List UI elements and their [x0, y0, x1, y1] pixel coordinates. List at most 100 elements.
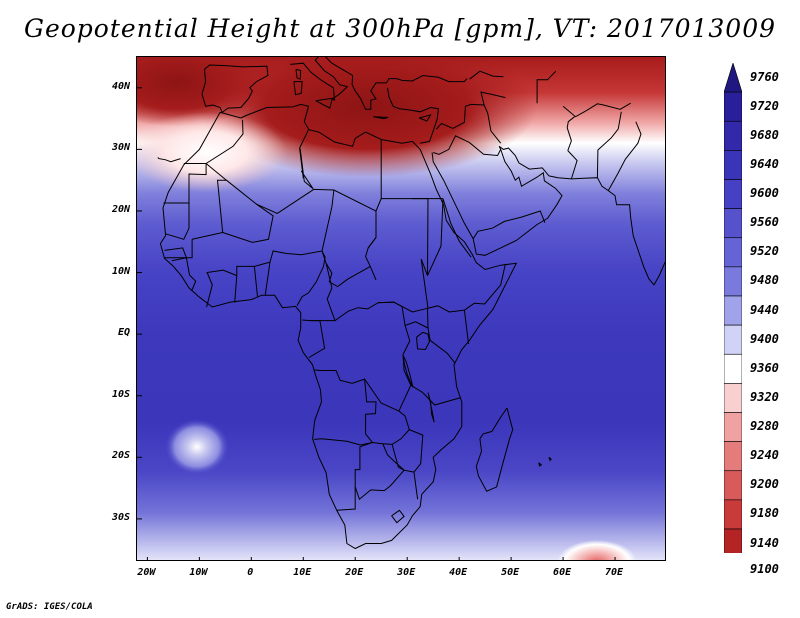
coast-madagascar: [475, 407, 514, 492]
coastlines: [157, 57, 665, 550]
coast-sardinia: [293, 81, 303, 96]
lon-label: 70E: [605, 567, 624, 578]
colorbar-level-label: 9480: [750, 273, 779, 288]
colorbar-level-label: 9200: [750, 477, 779, 492]
colorbar-swatch: [724, 208, 742, 239]
country-border: [321, 189, 371, 288]
lon-label: 40E: [449, 567, 468, 578]
colorbar-level-label: 9140: [750, 535, 779, 550]
ridge-trough-atlantic: [137, 112, 287, 192]
coast-reunion: [538, 462, 543, 467]
colorbar-swatch: [724, 353, 742, 384]
country-border: [302, 263, 336, 322]
colorbar-swatch: [724, 91, 742, 122]
lat-label: 10S: [111, 388, 130, 400]
low-center-south-indian: [557, 540, 637, 560]
country-border: [566, 116, 575, 151]
country-border: [427, 263, 506, 313]
coast-sicily: [315, 97, 334, 109]
country-border: [164, 239, 193, 259]
country-border: [164, 247, 187, 258]
coast-arabia-india: [431, 145, 665, 286]
country-border: [427, 327, 456, 364]
colorbar-swatch: [724, 120, 742, 151]
country-border: [427, 198, 444, 276]
country-border: [435, 103, 502, 144]
lat-label: 10N: [111, 265, 130, 277]
country-border: [607, 121, 642, 191]
country-border: [354, 443, 405, 501]
lake-malawi: [427, 392, 435, 423]
map-panel: [136, 56, 666, 561]
colorbar-level-label: 9180: [750, 506, 779, 521]
colorbar-swatch: [724, 150, 742, 180]
colorbar-swatch: [724, 499, 742, 530]
country-border: [364, 378, 410, 445]
lake-victoria: [416, 331, 431, 351]
coast-balkans-black-sea: [324, 57, 468, 110]
country-border: [409, 429, 424, 500]
country-border: [299, 148, 314, 190]
country-border: [562, 102, 631, 118]
country-border: [308, 320, 326, 358]
border-lesotho: [391, 509, 405, 524]
lat-label: 30S: [111, 511, 130, 523]
country-border: [567, 150, 578, 180]
colorbar-level-label: 9320: [750, 389, 779, 404]
colorbar-top-arrow: [724, 63, 742, 93]
colorbar-level-label: 9560: [750, 215, 779, 230]
lon-label: 10W: [189, 567, 208, 578]
country-border: [469, 70, 504, 80]
country-border: [269, 250, 326, 307]
country-border: [378, 301, 412, 412]
country-border: [404, 308, 429, 329]
colorbar-level-label: 9760: [750, 69, 779, 84]
lon-label: 20W: [137, 567, 156, 578]
coast-turkey-levant: [387, 87, 439, 144]
colorbar-swatch: [724, 179, 742, 209]
colorbar-swatch: [724, 412, 742, 442]
colorbar-level-label: 9680: [750, 127, 779, 142]
country-border: [410, 384, 461, 406]
colorbar-swatch: [724, 324, 742, 355]
country-border: [171, 257, 197, 292]
colorbar-level-label: 9280: [750, 419, 779, 434]
chart-title: Geopotential Height at 300hPa [gpm], VT:…: [23, 14, 777, 43]
country-border: [463, 310, 469, 345]
coast-africa: [159, 103, 518, 550]
geopotential-field-map: [137, 57, 665, 560]
colorbar-swatch: [724, 441, 742, 472]
colorbar-level-label: 9360: [750, 360, 779, 375]
country-border: [472, 210, 546, 239]
lat-label: 20N: [111, 203, 130, 215]
lon-label: 30E: [397, 567, 416, 578]
country-border: [336, 486, 356, 511]
colorbar-level-label: 9440: [750, 302, 779, 317]
lon-label: 20E: [345, 567, 364, 578]
coast-canaries: [157, 157, 181, 163]
coast-mauritius: [548, 456, 552, 462]
colorbar-swatch: [724, 295, 742, 326]
lon-label: 60E: [553, 567, 572, 578]
lon-label: 50E: [501, 567, 520, 578]
high-center-western: [137, 57, 267, 127]
lat-label: 30N: [111, 142, 130, 154]
colorbar-level-label: 9520: [750, 244, 779, 259]
colorbar-swatch: [724, 383, 742, 413]
colorbar-level-label: 9640: [750, 156, 779, 171]
country-border: [206, 269, 237, 308]
country-border: [480, 91, 506, 106]
lon-label: 0: [247, 567, 254, 578]
lat-label: 40N: [111, 80, 130, 92]
colorbar-level-label: 9600: [750, 186, 779, 201]
country-border: [391, 444, 415, 473]
colorbar-swatch: [724, 266, 742, 297]
axis-ticks: [137, 87, 616, 560]
country-border: [314, 369, 377, 487]
country-border: [205, 119, 244, 164]
country-border: [163, 163, 207, 204]
lon-label: 10E: [293, 567, 312, 578]
country-border: [264, 262, 271, 295]
lat-label: EQ: [117, 327, 130, 339]
coast-iberia: [201, 64, 269, 114]
